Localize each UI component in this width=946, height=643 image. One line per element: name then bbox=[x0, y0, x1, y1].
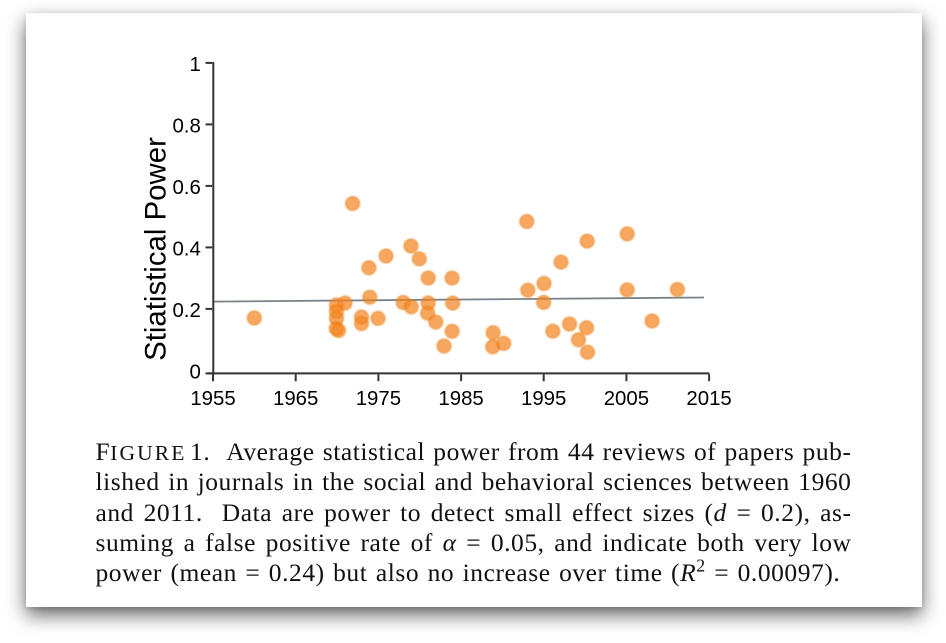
svg-text:0: 0 bbox=[189, 362, 200, 384]
svg-text:0.8: 0.8 bbox=[172, 116, 200, 138]
svg-text:2015: 2015 bbox=[686, 388, 731, 410]
svg-text:2005: 2005 bbox=[604, 388, 649, 410]
svg-text:0.4: 0.4 bbox=[172, 239, 200, 261]
svg-text:0.6: 0.6 bbox=[172, 177, 200, 199]
svg-text:1955: 1955 bbox=[190, 388, 235, 410]
svg-text:Stiatistical Power: Stiatistical Power bbox=[140, 137, 173, 361]
svg-text:1975: 1975 bbox=[356, 388, 401, 410]
svg-text:1985: 1985 bbox=[438, 388, 483, 410]
svg-text:1965: 1965 bbox=[273, 388, 318, 410]
svg-text:1995: 1995 bbox=[521, 388, 566, 410]
svg-text:1: 1 bbox=[189, 54, 200, 76]
svg-text:0.2: 0.2 bbox=[172, 300, 200, 322]
